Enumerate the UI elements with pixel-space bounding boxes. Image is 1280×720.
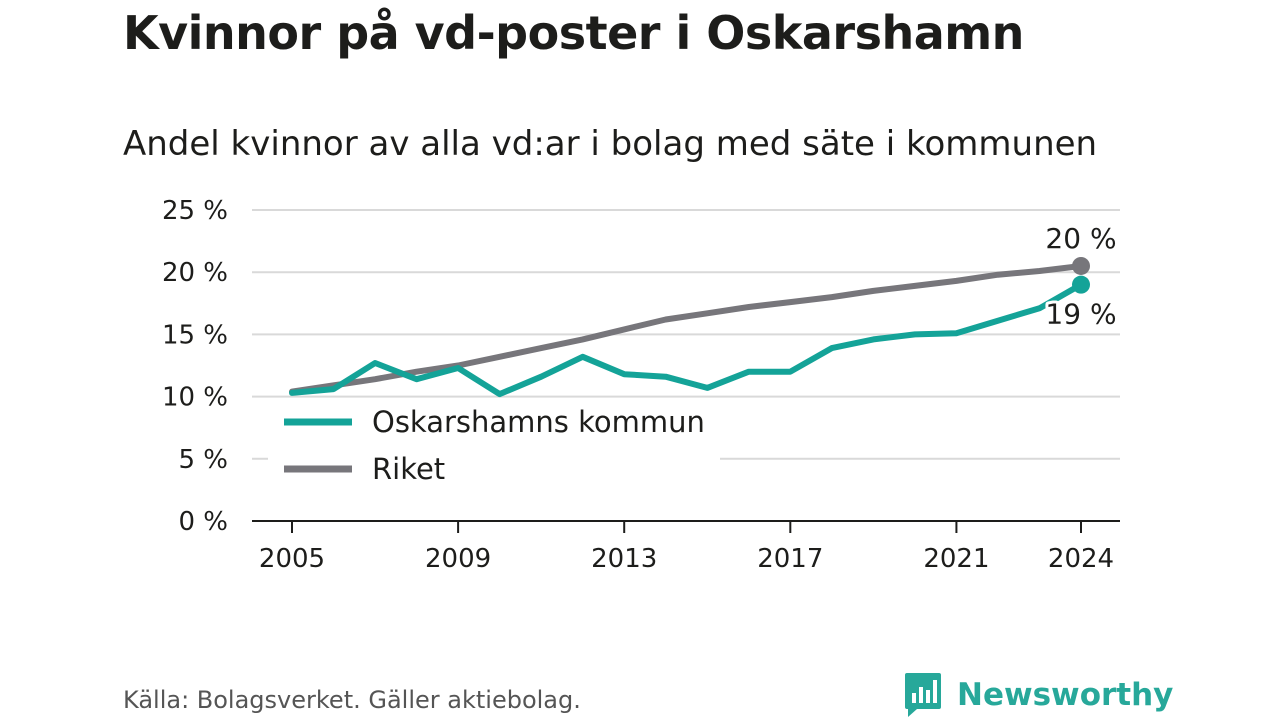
series-line-kommun: [289, 281, 1084, 398]
x-tick-label: 2013: [591, 544, 657, 574]
y-tick-label: 10 %: [162, 383, 228, 413]
end-labels: 20 %19 %19 %: [1042, 222, 1119, 334]
brand-name: Newsworthy: [957, 677, 1174, 713]
axes: 0 % 5 % 10 % 15 % 20 % 25 % 2005 2009 2013 2017 20…: [162, 196, 1120, 574]
legend: Oskarshamns kommun Riket: [268, 398, 720, 498]
chart-subtitle: Andel kvinnor av alla vd:ar i bolag med …: [123, 124, 1098, 164]
end-label-riket: 20 %: [1045, 222, 1116, 255]
x-tick-label: 2017: [757, 544, 823, 574]
series-line-riket: [289, 263, 1084, 395]
y-tick-label: 20 %: [162, 258, 228, 288]
y-tick-label: 0 %: [178, 507, 228, 537]
legend-label: Oskarshamns kommun: [372, 405, 705, 439]
end-label-kommun: 19 %: [1045, 298, 1116, 331]
x-tick-label: 2021: [923, 544, 989, 574]
legend-background: [268, 398, 720, 498]
newsworthy-logo-icon: [905, 673, 941, 717]
x-tick-label: 2009: [425, 544, 491, 574]
y-tick-label: 15 %: [162, 320, 228, 350]
y-tick-label: 25 %: [162, 196, 228, 226]
x-tick-label: 2024: [1048, 544, 1114, 574]
source-note: Källa: Bolagsverket. Gäller aktiebolag.: [123, 686, 581, 714]
series-end-point: [1072, 256, 1090, 275]
end-label-kommun-halo: 19 %: [1045, 298, 1116, 331]
legend-label: Riket: [372, 452, 445, 486]
chart-title: Kvinnor på vd-poster i Oskarshamn: [123, 6, 1024, 60]
x-tick-label: 2005: [259, 544, 325, 574]
brand-logo[interactable]: Newsworthy: [903, 670, 1173, 720]
y-tick-label: 5 %: [178, 445, 228, 475]
series-end-point: [1072, 275, 1090, 294]
series-lines: [289, 256, 1090, 398]
